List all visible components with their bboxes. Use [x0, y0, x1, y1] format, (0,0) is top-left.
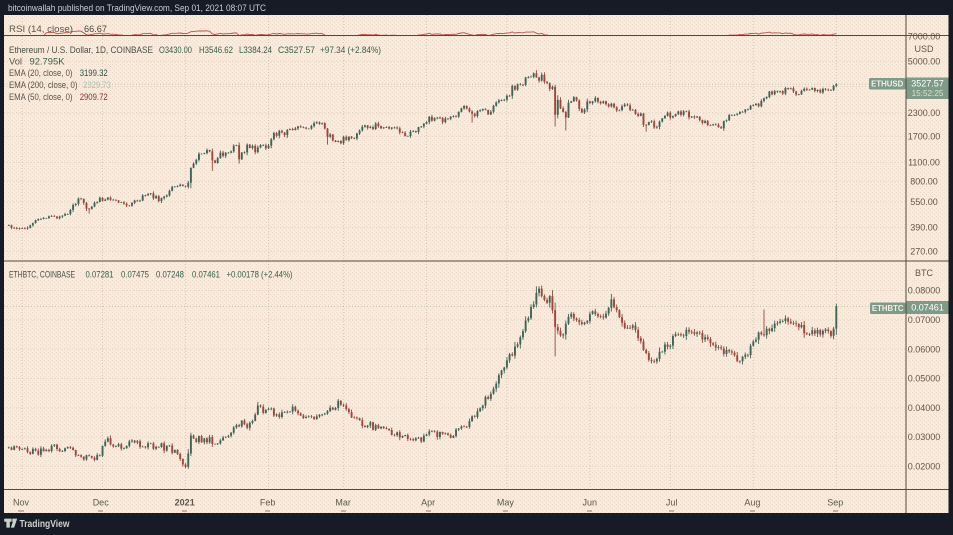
- svg-text:0.02000: 0.02000: [908, 462, 941, 472]
- svg-text:Jul: Jul: [666, 498, 678, 508]
- svg-text:O3430.00: O3430.00: [159, 45, 192, 55]
- svg-text:EMA (50, close, 0): EMA (50, close, 0): [9, 92, 73, 102]
- svg-text:3199.32: 3199.32: [80, 68, 108, 78]
- svg-text:Apr: Apr: [421, 498, 435, 508]
- svg-text:Vol: Vol: [9, 57, 22, 67]
- svg-text:EMA (20, close, 0): EMA (20, close, 0): [9, 68, 73, 78]
- svg-text:0.07281: 0.07281: [86, 269, 114, 279]
- svg-text:5000.00: 5000.00: [908, 57, 941, 67]
- svg-text:RSI (14, close): RSI (14, close): [9, 24, 73, 34]
- svg-text:0.08000: 0.08000: [908, 286, 941, 296]
- svg-text:550.00: 550.00: [910, 197, 938, 207]
- svg-text:1700.00: 1700.00: [908, 132, 941, 142]
- svg-text:Mar: Mar: [335, 498, 351, 508]
- svg-text:+0.00178 (+2.44%): +0.00178 (+2.44%): [227, 269, 293, 279]
- svg-text:66.67: 66.67: [84, 24, 107, 34]
- svg-text:270.00: 270.00: [910, 246, 938, 256]
- svg-text:Aug: Aug: [744, 498, 760, 508]
- svg-text:0.07000: 0.07000: [908, 315, 941, 325]
- svg-text:0.07461: 0.07461: [911, 303, 944, 313]
- svg-text:3527.57: 3527.57: [911, 78, 944, 88]
- svg-text:0.05000: 0.05000: [908, 374, 941, 384]
- svg-text:390.00: 390.00: [910, 223, 938, 233]
- svg-text:Jun: Jun: [583, 498, 598, 508]
- svg-text:BTC: BTC: [915, 268, 934, 278]
- svg-text:1100.00: 1100.00: [908, 158, 940, 168]
- svg-text:7000.00: 7000.00: [908, 32, 941, 42]
- svg-text:+97.34 (+2.84%): +97.34 (+2.84%): [320, 45, 381, 55]
- svg-text:2329.73: 2329.73: [83, 80, 111, 90]
- svg-text:May: May: [497, 498, 515, 508]
- svg-text:H3546.62: H3546.62: [199, 45, 233, 55]
- svg-text:bitcoinwallah published on Tra: bitcoinwallah published on TradingView.c…: [8, 3, 266, 13]
- svg-text:L3384.24: L3384.24: [239, 45, 272, 55]
- svg-text:800.00: 800.00: [910, 176, 938, 186]
- svg-text:0.07248: 0.07248: [156, 269, 184, 279]
- svg-text:USD: USD: [914, 44, 934, 54]
- svg-text:ETHUSD: ETHUSD: [871, 80, 903, 89]
- svg-text:TradingView: TradingView: [20, 519, 70, 530]
- svg-text:0.04000: 0.04000: [908, 403, 941, 413]
- svg-text:0.07461: 0.07461: [192, 269, 220, 279]
- svg-text:Feb: Feb: [260, 498, 276, 508]
- svg-text:ETHBTC: ETHBTC: [872, 304, 904, 313]
- svg-text:0.06000: 0.06000: [908, 344, 941, 354]
- svg-text:92.795K: 92.795K: [30, 57, 65, 67]
- svg-text:15:52:25: 15:52:25: [912, 89, 944, 98]
- svg-text:Nov: Nov: [13, 498, 30, 508]
- svg-text:EMA (200, close, 0): EMA (200, close, 0): [9, 80, 78, 90]
- svg-text:2909.72: 2909.72: [80, 92, 108, 102]
- svg-text:2300.00: 2300.00: [908, 108, 941, 118]
- svg-text:Dec: Dec: [93, 498, 110, 508]
- svg-text:0.03000: 0.03000: [908, 432, 941, 442]
- svg-text:ETHBTC, COINBASE: ETHBTC, COINBASE: [9, 269, 75, 279]
- svg-text:2021: 2021: [175, 498, 195, 508]
- svg-text:Ethereum / U.S. Dollar, 1D, CO: Ethereum / U.S. Dollar, 1D, COINBASE: [9, 45, 153, 55]
- svg-text:0.07475: 0.07475: [121, 269, 149, 279]
- svg-text:C3527.57: C3527.57: [278, 45, 315, 55]
- svg-text:Sep: Sep: [827, 498, 843, 508]
